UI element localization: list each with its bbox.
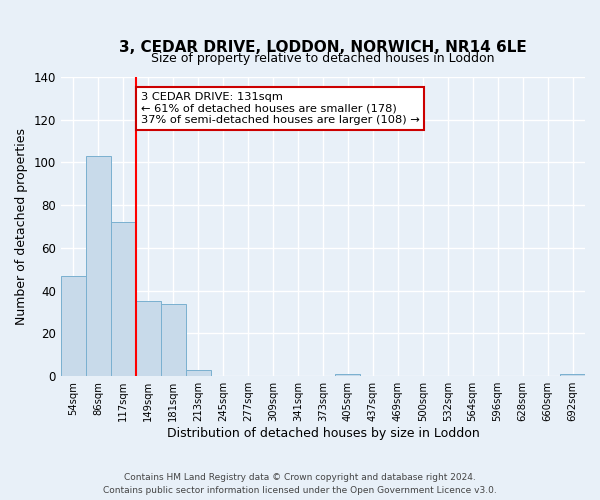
Y-axis label: Number of detached properties: Number of detached properties [15, 128, 28, 325]
Bar [111, 222, 136, 376]
Text: Size of property relative to detached houses in Loddon: Size of property relative to detached ho… [151, 52, 494, 65]
Text: Contains HM Land Registry data © Crown copyright and database right 2024.
Contai: Contains HM Land Registry data © Crown c… [103, 474, 497, 495]
Bar [185, 370, 211, 376]
Bar [335, 374, 361, 376]
Bar [136, 302, 161, 376]
Title: 3, CEDAR DRIVE, LODDON, NORWICH, NR14 6LE: 3, CEDAR DRIVE, LODDON, NORWICH, NR14 6L… [119, 40, 527, 55]
Bar [61, 276, 86, 376]
X-axis label: Distribution of detached houses by size in Loddon: Distribution of detached houses by size … [167, 427, 479, 440]
Text: 3 CEDAR DRIVE: 131sqm
← 61% of detached houses are smaller (178)
37% of semi-det: 3 CEDAR DRIVE: 131sqm ← 61% of detached … [140, 92, 419, 125]
Bar [86, 156, 111, 376]
Bar [560, 374, 585, 376]
Bar [161, 304, 185, 376]
